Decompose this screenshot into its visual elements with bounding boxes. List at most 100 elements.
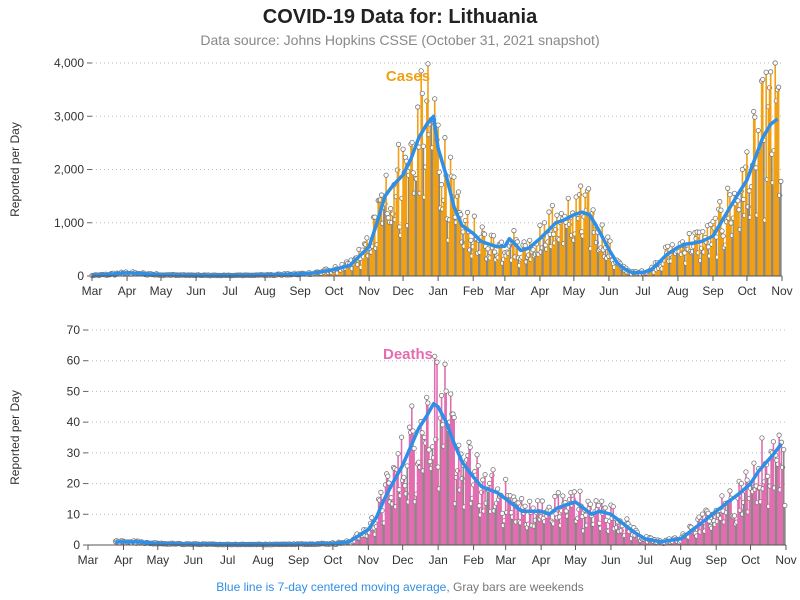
chart-subtitle: Data source: Johns Hopkins CSSE (October… [200, 32, 600, 48]
cases-bar-marker [751, 108, 757, 115]
cases-bar-marker [665, 243, 671, 249]
cases-bar-marker [436, 169, 442, 175]
deaths-bar-marker [587, 501, 593, 507]
cases-xtick-label: Dec [392, 284, 413, 298]
deaths-ytick-label: 10 [67, 507, 81, 521]
cases-bar-marker [725, 185, 731, 191]
cases-bar-marker [384, 210, 390, 217]
deaths-bar-marker [699, 511, 706, 517]
deaths-xtick-label: Jan [428, 553, 447, 567]
cases-bar-marker [492, 249, 498, 255]
cases-bar-marker [700, 229, 706, 235]
cases-xtick-label: Aug [254, 284, 275, 298]
deaths-bar-marker [411, 445, 417, 452]
cases-bar-marker [739, 166, 746, 173]
deaths-bar-marker [398, 434, 405, 440]
deaths-bar-marker [781, 447, 787, 453]
deaths-bar-marker [719, 493, 725, 499]
cases-bar-marker [755, 127, 761, 134]
deaths-bar-marker [515, 500, 521, 506]
chart-title: COVID-19 Data for: Lithuania [262, 6, 538, 28]
cases-bar-marker [485, 246, 491, 252]
cases-xtick-label: Jun [599, 284, 618, 298]
cases-panel-label: Cases [386, 68, 430, 85]
cases-bar-marker [425, 61, 431, 67]
cases-bar-marker [605, 234, 611, 240]
cases-bar-marker [573, 194, 579, 200]
cases-bar-marker [778, 178, 784, 184]
cases-bar-marker [418, 68, 424, 74]
deaths-bar-marker [499, 510, 505, 516]
cases-bar-marker [768, 69, 774, 75]
cases-bar-marker [530, 247, 536, 253]
cases-xtick-label: May [563, 284, 586, 298]
deaths-bar-marker [503, 476, 509, 482]
deaths-panel-label: Deaths [383, 346, 433, 363]
deaths-bar-marker [696, 514, 702, 520]
cases-bar-marker [383, 172, 389, 178]
deaths-bar-marker [419, 430, 425, 436]
cases-xtick-label: Aug [667, 284, 688, 298]
deaths-bar-marker [482, 471, 488, 478]
cases-bar-marker [468, 237, 474, 243]
deaths-bar-marker [432, 353, 438, 359]
deaths-bar-marker [555, 490, 561, 496]
cases-xtick-label: Jul [635, 284, 650, 298]
cases-xtick-label: Oct [325, 284, 344, 298]
cases-bar-marker [447, 154, 454, 160]
cases-bar-marker [760, 76, 766, 83]
cases-bar-marker [490, 233, 497, 239]
cases-bar-marker [498, 239, 505, 245]
cases-moving-average-line [91, 114, 779, 278]
cases-bar-marker [772, 60, 778, 66]
cases-xtick-label: Nov [358, 284, 379, 298]
footnote-weekends: Gray bars are weekends [453, 580, 584, 594]
cases-bar-marker [720, 233, 726, 239]
deaths-xtick-label: Jun [184, 553, 203, 567]
cases-bar-marker [419, 90, 425, 97]
cases-bar-marker [395, 141, 402, 147]
deaths-bar-marker [595, 502, 601, 509]
deaths-xtick-label: Jul [638, 553, 653, 567]
cases-bar-marker [451, 174, 457, 180]
deaths-bar-marker [539, 498, 545, 504]
deaths-bar-marker [475, 463, 481, 469]
deaths-bar-marker [395, 451, 401, 457]
cases-bar-marker [527, 237, 533, 243]
deaths-xtick-label: Jun [601, 553, 620, 567]
deaths-bar-marker [385, 473, 391, 479]
deaths-bar-marker [535, 498, 541, 504]
cases-bar-marker [479, 224, 485, 230]
deaths-xtick-label: Apr [114, 553, 133, 567]
cases-bar-marker [420, 143, 427, 149]
deaths-bar-marker [443, 388, 449, 394]
deaths-bar-marker [490, 467, 496, 473]
deaths-xtick-label: Nov [775, 553, 796, 567]
deaths-xtick-label: Aug [252, 553, 273, 567]
deaths-bar-marker [425, 400, 431, 406]
cases-ytick-label: 2,000 [54, 163, 84, 177]
deaths-xtick-label: Mar [495, 553, 516, 567]
deaths-xtick-label: May [564, 553, 587, 567]
cases-bar-marker [549, 202, 555, 209]
cases-bar-marker [565, 195, 571, 201]
deaths-bar-marker [369, 515, 375, 521]
cases-ytick-label: 3,000 [54, 109, 84, 123]
cases-bar-marker [372, 214, 378, 220]
cases-bar-marker [718, 207, 724, 213]
deaths-xtick-label: Oct [324, 553, 343, 567]
deaths-moving-average-line [115, 401, 783, 547]
deaths-bar-marker [593, 498, 599, 504]
deaths-bar-marker [467, 444, 473, 450]
cases-bar-marker [455, 189, 462, 195]
deaths-xtick-label: Feb [463, 553, 484, 567]
deaths-xtick-label: Sep [288, 553, 310, 567]
deaths-ytick-label: 0 [73, 538, 80, 552]
cases-bar-marker [537, 222, 543, 228]
cases-xtick-label: Feb [463, 284, 484, 298]
deaths-bar-marker [577, 488, 583, 494]
deaths-bar-marker [438, 392, 445, 399]
cases-bar-marker [554, 212, 560, 218]
cases-bar-marker [415, 104, 421, 110]
deaths-bar-marker [751, 460, 757, 466]
